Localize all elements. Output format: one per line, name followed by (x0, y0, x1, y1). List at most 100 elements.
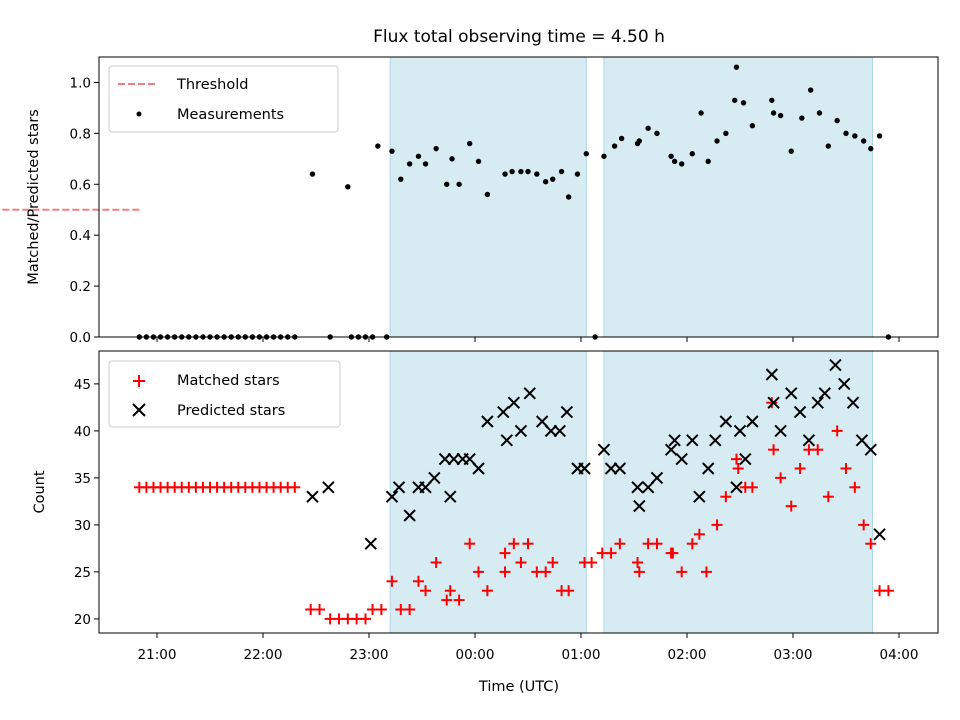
predicted-star-point (507, 396, 521, 409)
matched-star-point (563, 585, 575, 597)
predicted-star-point (472, 462, 485, 475)
y-tick-label: 1.0 (70, 75, 91, 91)
y-tick-label: 40 (74, 424, 91, 440)
y-tick-label: 35 (74, 471, 91, 487)
predicted-star-point (560, 405, 574, 419)
measurement-point (636, 138, 642, 144)
matched-star-point (473, 566, 485, 578)
matched-star-point (314, 604, 326, 615)
predicted-star-point (739, 452, 752, 466)
predicted-star-point (514, 424, 528, 438)
predicted-star-point (385, 490, 399, 503)
matched-star-point (768, 444, 780, 456)
measurement-point (714, 138, 720, 144)
measurement-point (860, 138, 867, 144)
predicted-star-point (701, 462, 715, 475)
predicted-star-point (650, 471, 664, 485)
matched-star-point (676, 566, 688, 578)
measurement-point (542, 179, 549, 185)
predicted-star-point (693, 490, 706, 503)
measurement-point (816, 110, 823, 116)
x-tick-label: 21:00 (138, 647, 177, 663)
predicted-star-point (668, 434, 681, 447)
predicted-star-point (428, 471, 441, 485)
measurement-point (583, 151, 589, 157)
matched-star-point (508, 538, 520, 550)
matched-star-point (651, 538, 663, 550)
measurement-point (601, 153, 607, 159)
bottom-y-ticks: 20 25 30 35 40 45 (74, 377, 99, 628)
matched-star-point (605, 547, 617, 559)
matched-star-point (375, 604, 387, 615)
matched-star-point (746, 481, 758, 493)
y-tick-label: 25 (74, 565, 91, 581)
measurement-point (825, 143, 832, 149)
top-shaded-intervals (389, 56, 873, 338)
x-tick-label: 01:00 (562, 647, 601, 663)
predicted-star-point (686, 434, 699, 447)
matched-star-point (499, 566, 511, 578)
chart-title: Flux total observing time = 4.50 h (373, 27, 665, 47)
matched-star-point (633, 566, 645, 578)
matched-star-point (632, 557, 644, 568)
top-legend: Threshold Measurements (108, 65, 339, 133)
measurement-point (843, 130, 849, 137)
bottom-axes-frame (98, 350, 939, 634)
predicted-star-point (774, 424, 787, 438)
predicted-star-point (604, 462, 618, 475)
measurement-point (565, 194, 572, 200)
predicted-star-point (553, 424, 567, 438)
measurement-point (852, 133, 858, 139)
y-tick-label: 0.2 (70, 279, 91, 295)
matched-star-point (775, 472, 787, 484)
matched-star-point (730, 453, 742, 465)
matched-legend-label: Matched stars (177, 373, 280, 389)
predicted-star-point (306, 490, 319, 503)
matched-star-point (686, 538, 698, 550)
matched-star-point (822, 491, 834, 503)
x-axis-label: Time (UTC) (478, 679, 559, 695)
count-points (133, 358, 894, 625)
predicted-star-point (838, 377, 851, 391)
x-tick-label: 02:00 (668, 647, 707, 663)
predicted-star-point (544, 424, 558, 438)
measurement-point (550, 176, 556, 182)
bottom-legend-box (108, 360, 341, 428)
measurement-point (475, 158, 482, 165)
measurement-point (309, 171, 316, 177)
measurement-point (689, 151, 695, 157)
matched-legend-swatch (133, 375, 145, 387)
top-legend-box (108, 65, 339, 133)
bottom-legend: Matched stars Predicted stars (108, 360, 341, 428)
measurement-point (876, 133, 883, 139)
y-tick-label: 0.8 (70, 126, 91, 142)
y-tick-label: 0.4 (70, 228, 91, 244)
predicted-star-point (675, 452, 688, 466)
measurement-point (740, 100, 747, 106)
measurement-point (444, 181, 450, 187)
matched-star-point (693, 528, 705, 540)
matched-star-point (412, 575, 424, 587)
matched-star-point (464, 538, 476, 550)
predicted-star-point (403, 509, 416, 522)
measurement-point (518, 168, 524, 175)
matched-star-point (359, 613, 371, 625)
measurement-point (422, 161, 429, 167)
predicted-star-point (793, 405, 807, 419)
measurement-point (345, 184, 351, 190)
matched-star-point (732, 463, 744, 474)
measurement-point (732, 97, 738, 103)
matched-star-point (404, 604, 416, 615)
measurement-point (406, 161, 413, 167)
predicted-star-point (864, 443, 877, 456)
predicted-star-point (818, 387, 832, 400)
matched-star-point (667, 547, 679, 559)
predicted-legend-swatch (132, 403, 146, 417)
x-tick-label: 04:00 (880, 647, 919, 663)
predicted-star-point (613, 462, 627, 475)
x-tick-label: 23:00 (350, 647, 389, 663)
matched-star-point (453, 594, 465, 606)
measurement-point (770, 110, 777, 116)
matched-star-point (711, 519, 723, 531)
